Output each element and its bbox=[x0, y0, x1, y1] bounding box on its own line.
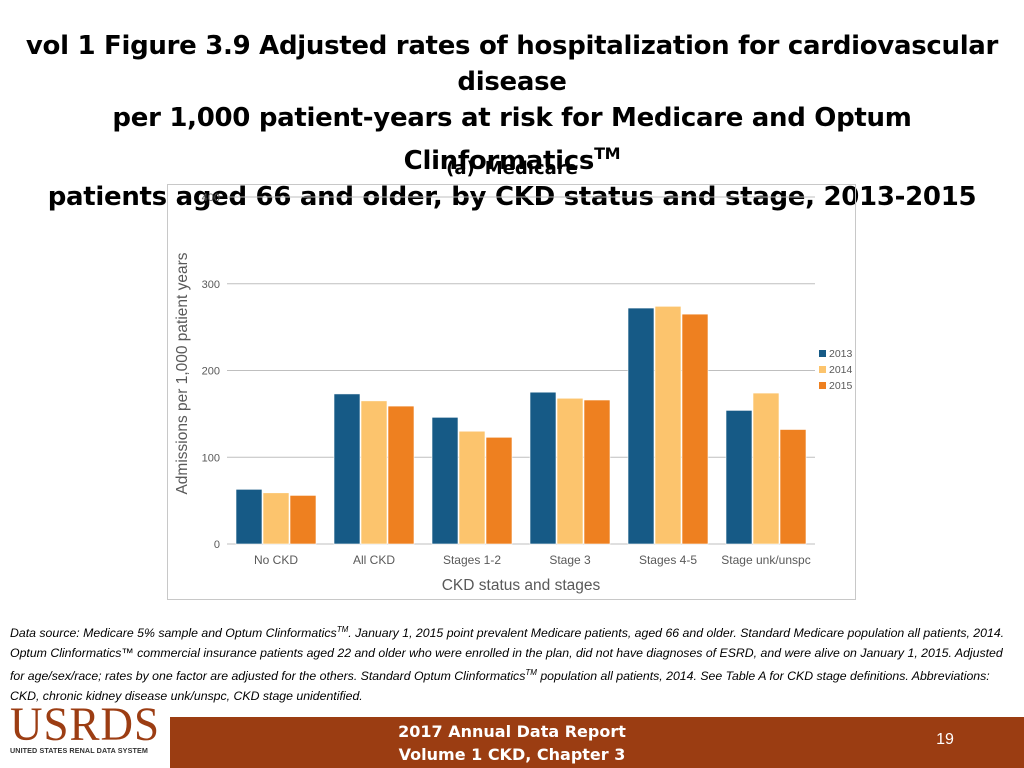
y-tick-label: 400 bbox=[202, 192, 220, 204]
title-line-1: vol 1 Figure 3.9 Adjusted rates of hospi… bbox=[25, 31, 999, 97]
legend-swatch-2015 bbox=[819, 382, 826, 389]
y-tick-label: 300 bbox=[202, 279, 220, 291]
legend-swatch-2013 bbox=[819, 350, 826, 357]
bar-2013 bbox=[627, 307, 655, 545]
title-line-2-text: per 1,000 patient-years at risk for Medi… bbox=[112, 103, 912, 176]
figure-title: vol 1 Figure 3.9 Adjusted rates of hospi… bbox=[0, 28, 1024, 215]
bar-2014 bbox=[360, 400, 388, 545]
legend-swatch-2014 bbox=[819, 366, 826, 373]
x-tick-label: Stage 3 bbox=[549, 553, 591, 567]
bar-2014 bbox=[752, 392, 780, 545]
title-line-2: per 1,000 patient-years at risk for Medi… bbox=[0, 100, 1024, 179]
bar-chart: 0 100 200 300 400 No CKD All CKD Stages 1-2 Stag… bbox=[174, 192, 853, 594]
bar-2015 bbox=[681, 313, 709, 545]
bar-2015 bbox=[485, 436, 513, 545]
x-axis-title: CKD status and stages bbox=[442, 577, 601, 594]
data-source-note: Data source: Medicare 5% sample and Optu… bbox=[10, 620, 1015, 706]
y-tick-label: 100 bbox=[202, 452, 220, 464]
chart-frame bbox=[167, 184, 856, 600]
panel-name: Medicare bbox=[484, 158, 578, 179]
x-tick-label: No CKD bbox=[254, 553, 298, 567]
logo-text: USRDS bbox=[10, 697, 161, 751]
bar-2014 bbox=[262, 492, 290, 545]
footer-line-2: Volume 1 CKD, Chapter 3 bbox=[398, 745, 626, 764]
x-tick-label: Stage unk/unspc bbox=[721, 553, 810, 567]
page-number: 19 bbox=[936, 731, 954, 748]
source-sup-1: TM bbox=[336, 625, 349, 634]
x-tick-label: All CKD bbox=[353, 553, 395, 567]
bar-2015 bbox=[289, 495, 317, 545]
panel-label: (a) bbox=[446, 158, 475, 179]
panel-subtitle: (a) Medicare bbox=[0, 158, 1024, 179]
bar-2015 bbox=[583, 399, 611, 545]
bar-2015 bbox=[779, 429, 807, 545]
bar-2013 bbox=[529, 391, 557, 545]
legend-label-2014: 2014 bbox=[829, 364, 853, 376]
source-sup-2: TM bbox=[525, 668, 537, 678]
footer-report-title: 2017 Annual Data Report Volume 1 CKD, Ch… bbox=[340, 720, 684, 766]
source-part-2: . January 1, 2015 point prevalent Medica… bbox=[10, 626, 1005, 684]
bar-2015 bbox=[387, 405, 415, 545]
logo-subtext: UNITED STATES RENAL DATA SYSTEM bbox=[10, 746, 148, 755]
bar-2013 bbox=[235, 489, 263, 545]
x-tick-label: Stages 4-5 bbox=[639, 553, 697, 567]
legend-label-2013: 2013 bbox=[829, 348, 853, 360]
bar-2013 bbox=[333, 393, 361, 545]
footer-bar bbox=[170, 717, 1024, 768]
x-tick-label: Stages 1-2 bbox=[443, 553, 501, 567]
y-tick-label: 0 bbox=[214, 539, 220, 551]
bar-2013 bbox=[725, 410, 753, 545]
bar-2014 bbox=[556, 397, 584, 545]
trademark-sup: TM bbox=[594, 144, 621, 163]
bar-2014 bbox=[458, 430, 486, 545]
bar-2013 bbox=[431, 417, 459, 545]
footer-line-1: 2017 Annual Data Report bbox=[398, 722, 626, 741]
y-axis-title: Admissions per 1,000 patient years bbox=[174, 252, 191, 494]
source-part-3: population all patients, 2014. See Table… bbox=[10, 669, 990, 703]
bar-2014 bbox=[654, 306, 682, 545]
y-tick-label: 200 bbox=[202, 366, 220, 378]
source-part-1: Data source: Medicare 5% sample and Optu… bbox=[10, 626, 337, 641]
usrds-logo: USRDS UNITED STATES RENAL DATA SYSTEM bbox=[10, 697, 165, 758]
legend-label-2015: 2015 bbox=[829, 380, 853, 392]
